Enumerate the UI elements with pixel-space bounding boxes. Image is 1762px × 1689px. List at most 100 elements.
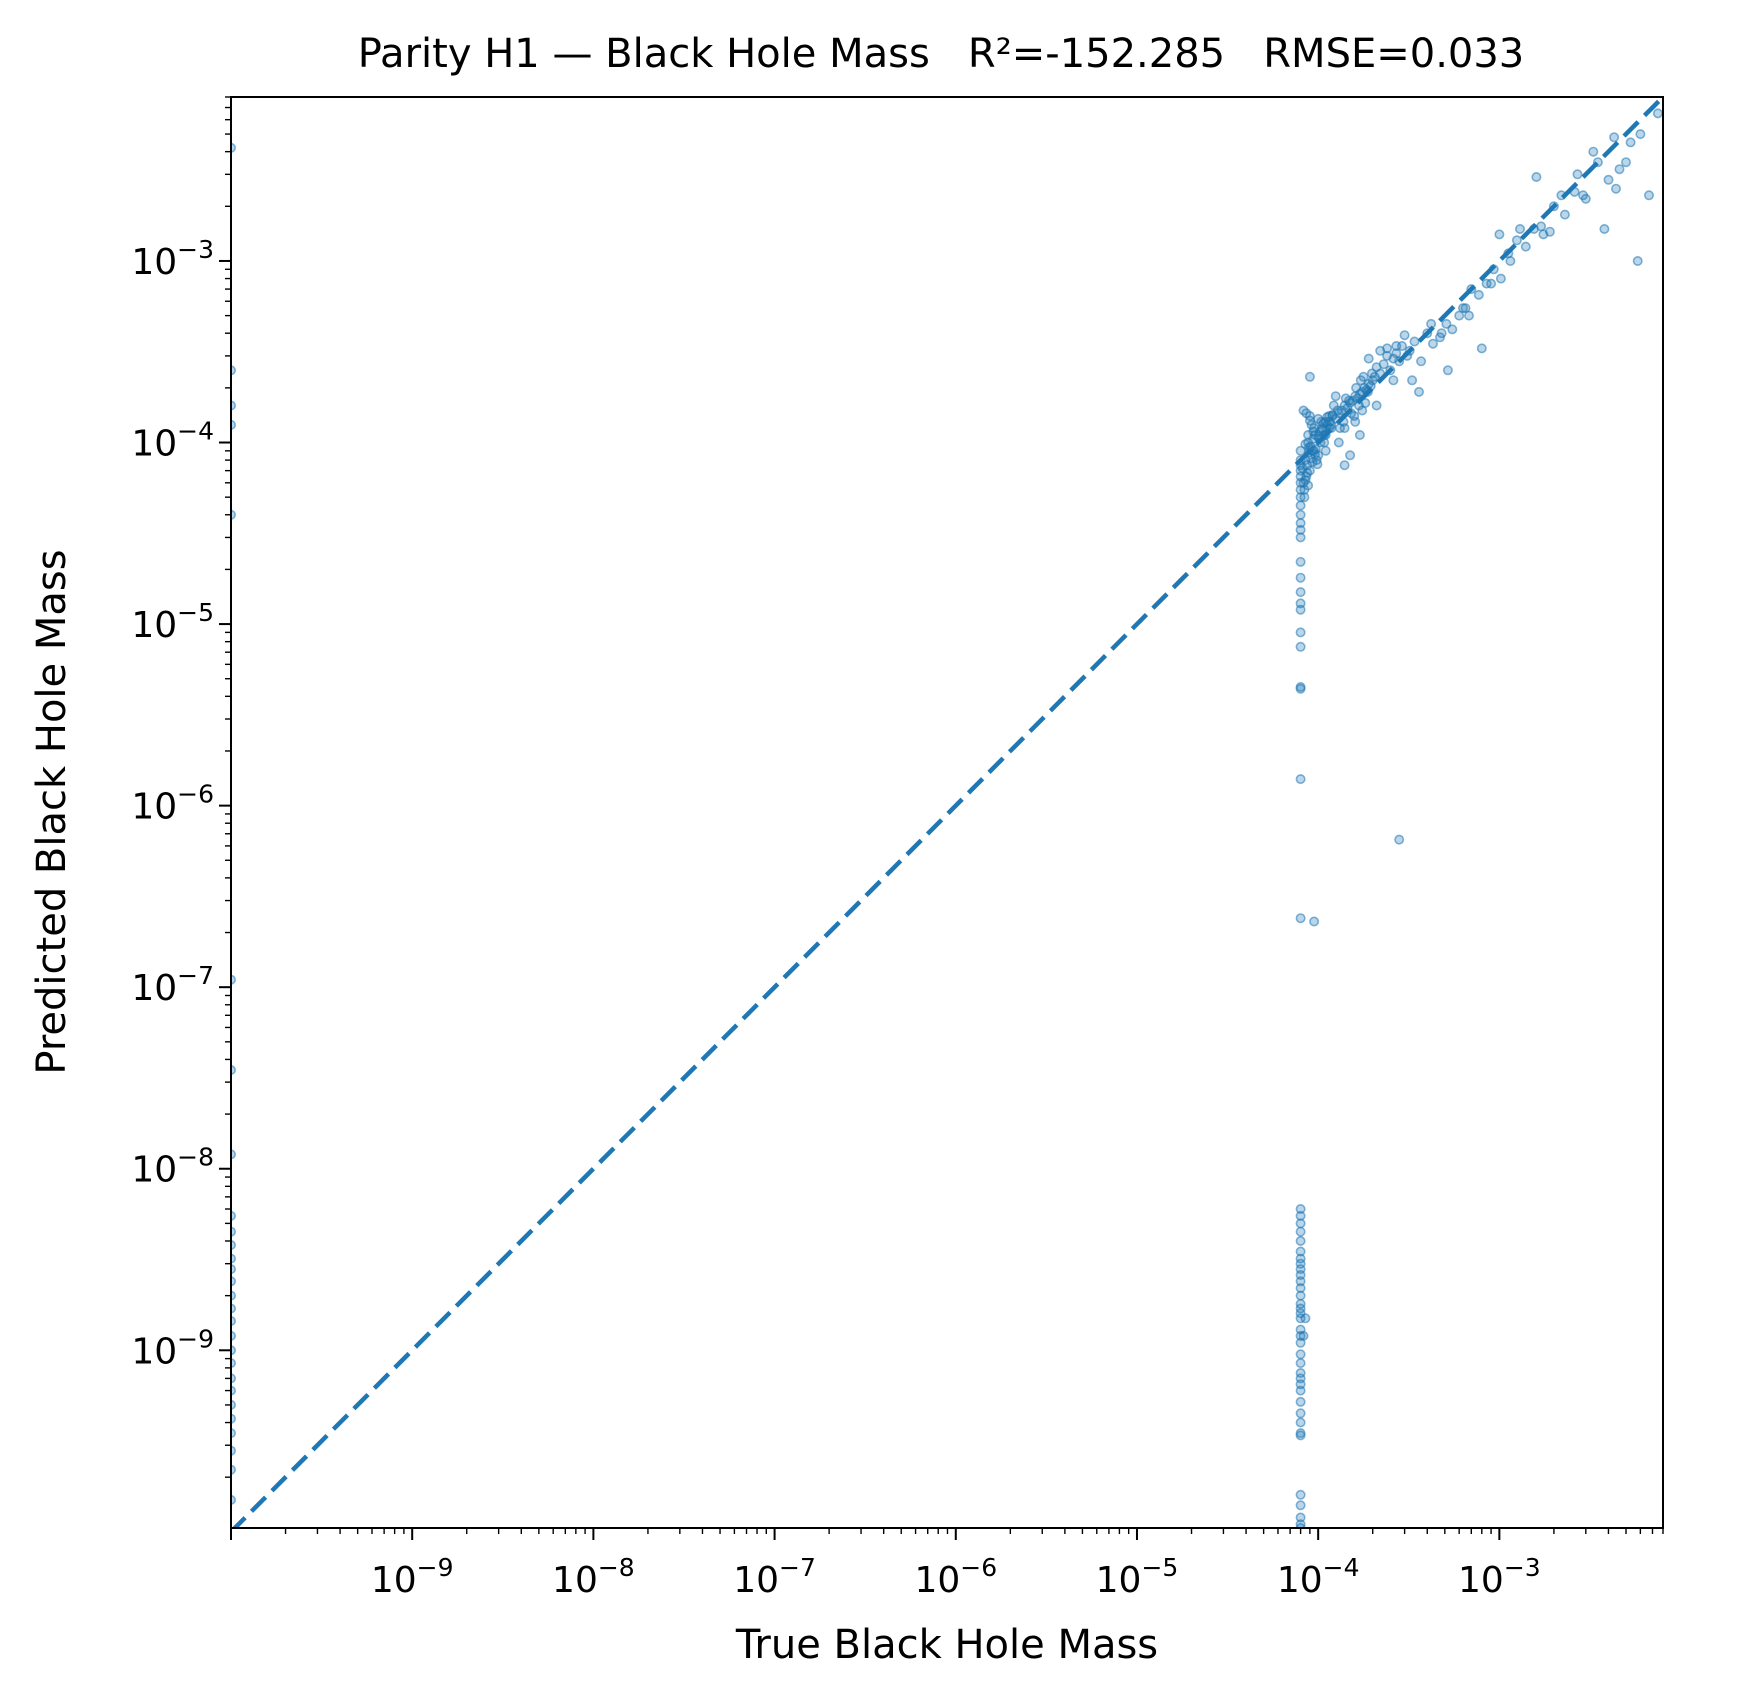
x-tick-label: 10−3 bbox=[1458, 1553, 1541, 1601]
scatter-point bbox=[1295, 518, 1306, 529]
scatter-point bbox=[1295, 1385, 1306, 1396]
scatter-point bbox=[1354, 429, 1365, 440]
y-tick-label: 10−5 bbox=[131, 598, 214, 646]
scatter-point bbox=[1295, 1512, 1306, 1523]
x-tick-label: 10−7 bbox=[733, 1553, 816, 1601]
y-tick-label: 10−9 bbox=[131, 1324, 214, 1372]
scatter-point bbox=[1333, 437, 1344, 448]
scatter-point bbox=[1351, 382, 1362, 393]
scatter-point bbox=[1312, 459, 1323, 470]
parity-reference-line bbox=[231, 97, 1663, 1528]
scatter-point bbox=[1295, 1290, 1306, 1301]
scatter-point bbox=[1391, 340, 1402, 351]
scatter-point bbox=[1295, 1276, 1306, 1287]
plot-frame bbox=[230, 96, 1664, 1529]
scatter-point bbox=[1295, 1337, 1306, 1348]
scatter-point bbox=[1536, 221, 1547, 232]
scatter-point bbox=[1399, 330, 1410, 341]
scatter-point bbox=[1295, 524, 1306, 535]
scatter-point bbox=[1652, 108, 1663, 119]
scatter-point bbox=[1295, 683, 1306, 694]
scatter-point bbox=[1559, 209, 1570, 220]
scatter-point bbox=[1382, 343, 1393, 354]
scatter-point bbox=[1295, 1330, 1306, 1341]
scatter-point bbox=[1320, 445, 1331, 456]
scatter-point bbox=[1603, 174, 1614, 185]
scatter-point bbox=[1328, 400, 1339, 411]
scatter-point bbox=[1572, 169, 1583, 180]
x-tick-label: 10−6 bbox=[914, 1553, 997, 1601]
scatter-point bbox=[1295, 1246, 1306, 1257]
scatter-point bbox=[1295, 1358, 1306, 1369]
scatter-point bbox=[1295, 1430, 1306, 1441]
scatter-point bbox=[1295, 1489, 1306, 1500]
scatter-point bbox=[1295, 1417, 1306, 1428]
scatter-point bbox=[1295, 500, 1306, 511]
scatter-point bbox=[1295, 1408, 1306, 1419]
x-tick-label: 10−8 bbox=[552, 1553, 635, 1601]
scatter-point bbox=[1295, 1396, 1306, 1407]
scatter-point bbox=[1378, 359, 1389, 370]
scatter-point bbox=[1345, 450, 1356, 461]
scatter-point bbox=[1309, 445, 1320, 456]
scatter-point bbox=[1632, 255, 1643, 266]
reference-line-layer bbox=[231, 97, 1663, 1528]
scatter-point bbox=[1371, 400, 1382, 411]
scatter-point bbox=[1407, 375, 1418, 386]
scatter-point bbox=[1476, 343, 1487, 354]
scatter-point bbox=[1295, 604, 1306, 615]
scatter-point bbox=[1300, 1313, 1311, 1324]
scatter-point bbox=[1441, 318, 1452, 329]
scatter-point bbox=[1611, 183, 1622, 194]
scatter-point bbox=[1531, 172, 1542, 183]
scatter-point bbox=[1350, 416, 1361, 427]
scatter-point bbox=[1416, 356, 1427, 367]
scatter-point bbox=[1295, 641, 1306, 652]
scatter-point bbox=[1578, 190, 1589, 201]
scatter-point bbox=[1295, 1210, 1306, 1221]
scatter-point bbox=[1295, 627, 1306, 638]
scatter-point bbox=[1614, 164, 1625, 175]
scatter-point bbox=[1309, 916, 1320, 927]
scatter-point bbox=[1599, 224, 1610, 235]
scatter-point bbox=[1544, 226, 1555, 237]
scatter-point bbox=[1295, 1226, 1306, 1237]
scatter-point bbox=[1300, 475, 1311, 486]
scatter-point bbox=[1428, 338, 1439, 349]
scatter-point bbox=[1340, 393, 1351, 404]
scatter-point bbox=[1494, 229, 1505, 240]
scatter-point bbox=[1588, 146, 1599, 157]
scatter-point bbox=[1295, 1500, 1306, 1511]
scatter-point bbox=[1458, 303, 1469, 314]
scatter-point bbox=[1388, 375, 1399, 386]
scatter-point bbox=[1339, 423, 1350, 434]
scatter-point bbox=[1330, 391, 1341, 402]
scatter-point bbox=[1357, 405, 1368, 416]
scatter-point bbox=[1295, 1236, 1306, 1247]
scatter-point bbox=[1295, 509, 1306, 520]
scatter-point bbox=[1515, 224, 1526, 235]
scatter-point bbox=[1324, 410, 1335, 421]
scatter-point bbox=[1295, 1204, 1306, 1215]
scatter-point bbox=[1303, 480, 1314, 491]
scatter-point bbox=[1339, 460, 1350, 471]
y-tick-label: 10−4 bbox=[131, 417, 214, 465]
x-tick-label: 10−5 bbox=[1096, 1553, 1179, 1601]
scatter-point bbox=[1414, 386, 1425, 397]
scatter-point bbox=[1505, 255, 1516, 266]
scatter-point bbox=[1454, 310, 1465, 321]
scatter-point bbox=[1304, 371, 1315, 382]
scatter-points bbox=[231, 108, 1663, 1528]
scatter-point bbox=[1464, 310, 1475, 321]
scatter-point bbox=[1473, 289, 1484, 300]
y-tick-label: 10−3 bbox=[131, 235, 214, 283]
y-tick-label: 10−7 bbox=[131, 961, 214, 1009]
scatter-point bbox=[1409, 336, 1420, 347]
scatter-point bbox=[1635, 129, 1646, 140]
scatter-point bbox=[1295, 913, 1306, 924]
axis-tick-labels: 10−9 10−8 10−7 10−6 10−5 10−4 10−3 10−9 10−8 10−7… bbox=[131, 235, 1540, 1601]
scatter-point bbox=[1295, 587, 1306, 598]
scatter-point bbox=[1511, 235, 1522, 246]
scatter-point bbox=[1355, 375, 1366, 386]
